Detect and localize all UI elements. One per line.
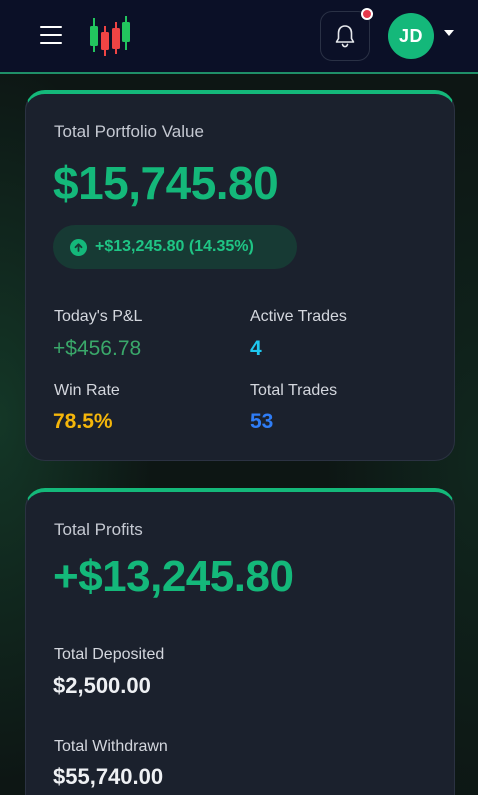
profits-label: Total Profits — [54, 520, 143, 539]
portfolio-value-card: Total Portfolio Value $15,745.80 +$13,24… — [25, 90, 455, 461]
total-profits-card: Total Profits +$13,245.80 Total Deposite… — [25, 488, 455, 795]
user-avatar[interactable]: JD — [388, 13, 434, 59]
pnl-value: +$456.78 — [53, 337, 142, 360]
total-trades-value: 53 — [250, 410, 274, 433]
win-rate-value: 78.5% — [53, 410, 113, 433]
active-trades-label: Active Trades — [250, 308, 347, 325]
pnl-label: Today's P&L — [54, 308, 143, 325]
notifications-button[interactable] — [320, 8, 373, 61]
candlestick-logo-icon[interactable] — [86, 14, 132, 58]
portfolio-change-text: +$13,245.80 (14.35%) — [95, 238, 254, 255]
menu-icon[interactable] — [40, 26, 62, 45]
profits-value: +$13,245.80 — [53, 552, 294, 601]
portfolio-label: Total Portfolio Value — [54, 122, 204, 141]
top-navigation-bar: JD — [0, 0, 478, 74]
total-deposited-label: Total Deposited — [54, 646, 165, 663]
portfolio-change-badge: +$13,245.80 (14.35%) — [53, 225, 297, 269]
active-trades-value: 4 — [250, 337, 262, 360]
chevron-down-icon[interactable] — [444, 30, 454, 36]
arrow-up-icon — [70, 238, 87, 256]
total-withdrawn-value: $55,740.00 — [53, 764, 164, 789]
total-trades-label: Total Trades — [250, 382, 338, 399]
total-deposited-value: $2,500.00 — [53, 673, 151, 698]
notification-badge — [361, 8, 373, 20]
portfolio-value: $15,745.80 — [53, 157, 279, 209]
bell-icon — [335, 25, 355, 48]
win-rate-label: Win Rate — [54, 382, 120, 399]
total-withdrawn-label: Total Withdrawn — [54, 738, 168, 755]
